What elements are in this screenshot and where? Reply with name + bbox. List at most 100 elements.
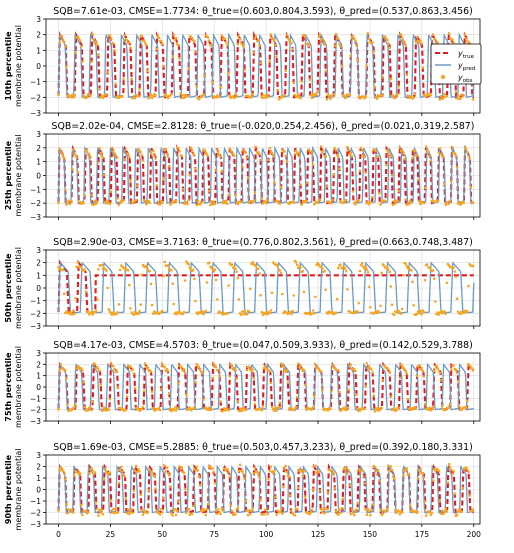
obs-point: [300, 203, 304, 206]
obs-point: [108, 471, 112, 474]
row-label: 75th percentile: [4, 352, 13, 422]
obs-point: [268, 146, 272, 150]
obs-point: [123, 34, 126, 37]
obs-point: [471, 508, 475, 511]
obs-point: [354, 39, 357, 43]
ytick-label: −3: [30, 322, 41, 331]
obs-point: [439, 95, 443, 98]
obs-point: [241, 165, 244, 168]
obs-point: [133, 310, 137, 314]
obs-point: [387, 368, 390, 371]
obs-point: [167, 474, 171, 477]
obs-point: [299, 468, 302, 471]
obs-point: [294, 149, 298, 153]
obs-point: [379, 203, 382, 206]
obs-point: [170, 409, 173, 413]
obs-point: [351, 35, 355, 38]
ytick-label: 2: [36, 463, 41, 472]
obs-point: [415, 312, 419, 316]
obs-point: [284, 464, 288, 468]
obs-point: [453, 270, 457, 273]
obs-point: [102, 478, 106, 481]
obs-point: [347, 469, 350, 472]
obs-point: [194, 468, 197, 472]
obs-point: [219, 512, 222, 516]
obs-point: [246, 176, 250, 180]
obs-point: [370, 201, 373, 204]
obs-point: [65, 377, 68, 380]
obs-point: [227, 470, 230, 474]
obs-point: [105, 93, 108, 96]
obs-point: [219, 85, 222, 89]
obs-point: [122, 199, 125, 202]
obs-point: [392, 313, 396, 317]
obs-point: [144, 199, 147, 203]
ytick-label: 0: [36, 172, 41, 181]
obs-point: [463, 33, 467, 36]
obs-point: [289, 494, 292, 497]
obs-point: [166, 155, 170, 159]
obs-point: [233, 154, 236, 157]
obs-point: [398, 512, 402, 516]
ytick-label: 1: [36, 474, 41, 483]
obs-point: [292, 294, 296, 297]
ytick-label: −1: [30, 185, 41, 194]
obs-point: [145, 202, 148, 206]
obs-point: [195, 85, 198, 88]
obs-point: [75, 367, 78, 370]
xtick-label: 200: [467, 530, 482, 539]
obs-point: [350, 507, 354, 511]
obs-point: [226, 202, 229, 206]
obs-point: [114, 154, 117, 157]
obs-point: [140, 273, 144, 277]
obs-point: [207, 261, 211, 265]
panel-4: −3 −2 −1 0 1 2 3 SQB=4.17e-03, CMSE=4.5703: θ_t…: [4, 340, 481, 428]
obs-point: [72, 309, 75, 313]
obs-point: [471, 97, 475, 101]
obs-point: [177, 382, 180, 385]
obs-point: [197, 365, 201, 369]
obs-point: [400, 307, 404, 311]
obs-point: [411, 280, 414, 284]
obs-point: [181, 93, 185, 97]
obs-point: [275, 409, 278, 412]
obs-point: [277, 405, 281, 409]
obs-point: [367, 37, 371, 41]
obs-point: [164, 147, 168, 151]
obs-point: [306, 42, 309, 45]
obs-point: [123, 158, 126, 161]
obs-point: [419, 39, 422, 42]
xtick-label: 75: [209, 530, 219, 539]
obs-point: [282, 485, 285, 489]
obs-point: [466, 468, 469, 471]
obs-point: [108, 34, 112, 38]
obs-point: [325, 185, 329, 188]
obs-point: [234, 267, 237, 271]
obs-point: [59, 362, 62, 366]
obs-point: [424, 514, 428, 517]
obs-point: [411, 508, 414, 512]
obs-point: [373, 465, 377, 469]
obs-point: [252, 472, 256, 475]
obs-point: [287, 475, 291, 479]
obs-point: [116, 197, 120, 200]
obs-point: [228, 147, 232, 150]
obs-point: [334, 149, 338, 152]
obs-point: [423, 402, 427, 406]
obs-point: [210, 44, 213, 47]
obs-point: [285, 33, 289, 37]
obs-point: [102, 173, 106, 177]
obs-point: [149, 152, 153, 155]
obs-point: [299, 266, 302, 269]
obs-point: [174, 36, 178, 40]
obs-point: [92, 38, 96, 41]
obs-point: [162, 497, 165, 500]
obs-point: [397, 406, 401, 410]
obs-point: [334, 32, 338, 36]
obs-point: [142, 39, 146, 42]
obs-point: [201, 510, 204, 513]
obs-point: [249, 287, 252, 291]
obs-point: [124, 148, 128, 152]
obs-point: [172, 302, 176, 306]
obs-point: [182, 96, 186, 100]
